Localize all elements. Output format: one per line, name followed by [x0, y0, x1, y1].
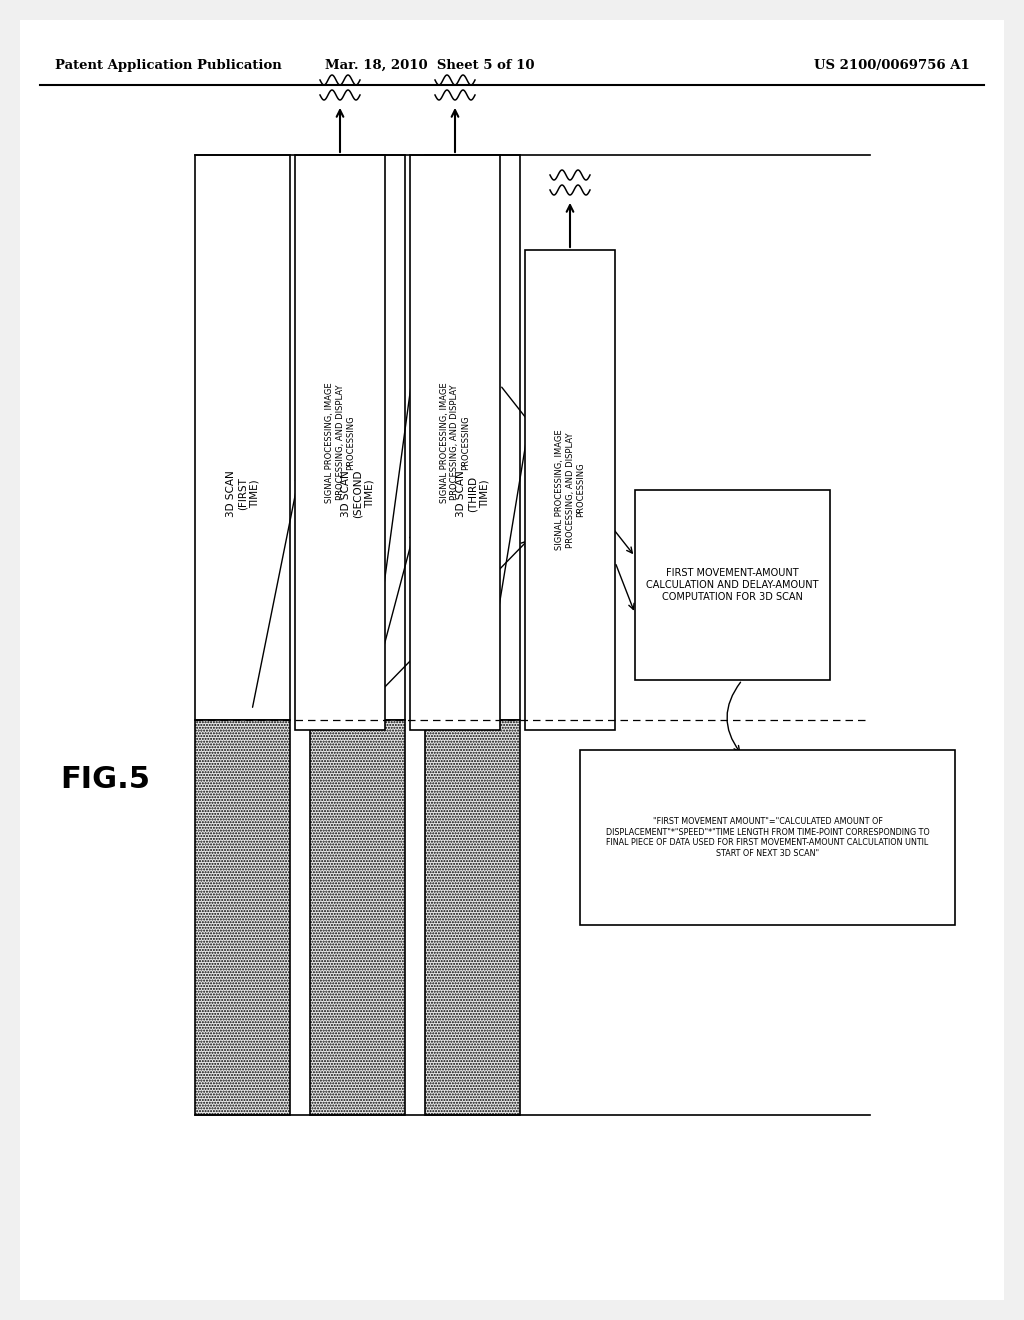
Text: SIGNAL PROCESSING, IMAGE
PROCESSING, AND DISPLAY
PROCESSING: SIGNAL PROCESSING, IMAGE PROCESSING, AND…	[440, 383, 470, 503]
Text: Patent Application Publication: Patent Application Publication	[55, 58, 282, 71]
Text: FIRST MOVEMENT-AMOUNT
CALCULATION AND DELAY-AMOUNT
COMPUTATION FOR 3D SCAN: FIRST MOVEMENT-AMOUNT CALCULATION AND DE…	[646, 569, 819, 602]
Bar	[410, 154, 500, 730]
Text: US 2100/0069756 A1: US 2100/0069756 A1	[814, 58, 970, 71]
Text: SIGNAL PROCESSING, IMAGE
PROCESSING, AND DISPLAY
PROCESSING: SIGNAL PROCESSING, IMAGE PROCESSING, AND…	[555, 430, 585, 550]
Text: 3D SCAN
(SECOND
TIME): 3D SCAN (SECOND TIME)	[341, 470, 374, 519]
Bar	[525, 249, 615, 730]
Text: 3D SCAN
(FIRST
TIME): 3D SCAN (FIRST TIME)	[226, 471, 259, 517]
Bar	[635, 490, 830, 680]
Bar	[295, 154, 385, 730]
Bar	[425, 154, 520, 719]
Bar	[310, 154, 406, 719]
Bar	[425, 719, 520, 1115]
Bar	[195, 154, 290, 719]
Text: 3D SCAN
(THIRD
TIME): 3D SCAN (THIRD TIME)	[456, 471, 489, 517]
Bar	[195, 719, 290, 1115]
Text: FIG.5: FIG.5	[60, 766, 150, 795]
Bar	[310, 719, 406, 1115]
Text: SIGNAL PROCESSING, IMAGE
PROCESSING, AND DISPLAY
PROCESSING: SIGNAL PROCESSING, IMAGE PROCESSING, AND…	[325, 383, 355, 503]
Bar	[580, 750, 955, 925]
Text: "FIRST MOVEMENT AMOUNT"="CALCULATED AMOUNT OF
DISPLACEMENT"*"SPEED"*"TIME LENGTH: "FIRST MOVEMENT AMOUNT"="CALCULATED AMOU…	[605, 817, 930, 858]
Text: Mar. 18, 2010  Sheet 5 of 10: Mar. 18, 2010 Sheet 5 of 10	[326, 58, 535, 71]
